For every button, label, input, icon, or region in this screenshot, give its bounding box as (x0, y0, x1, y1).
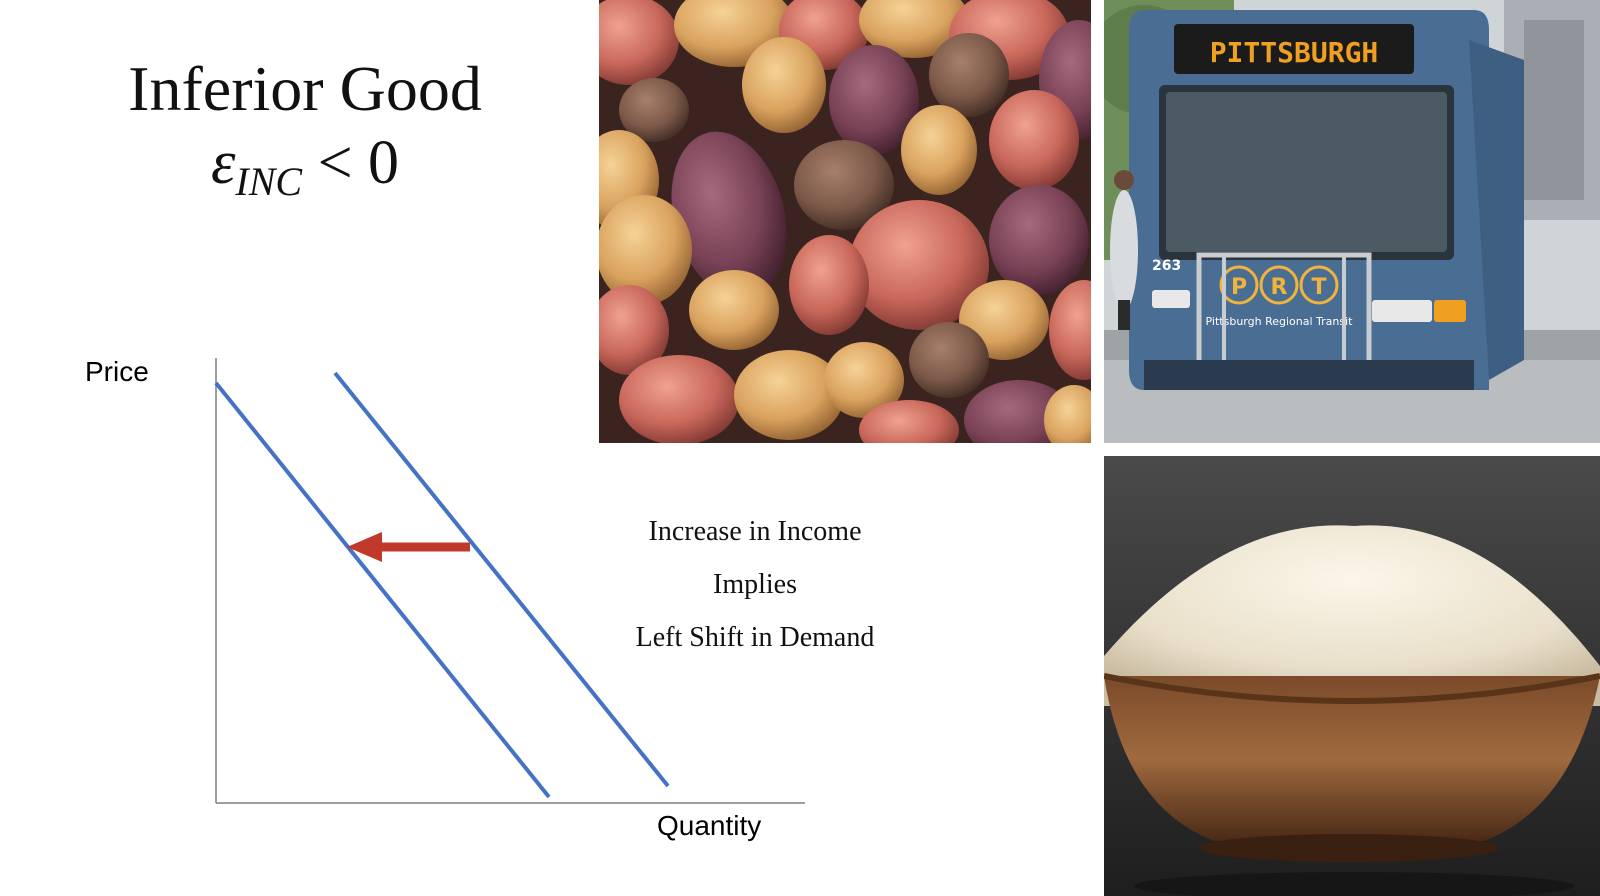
bus-photo: PITTSBURGH P R T Pittsburgh Regional Tra… (1104, 0, 1600, 443)
bus-destination-sign: PITTSBURGH (1210, 36, 1379, 69)
potatoes-image (599, 0, 1091, 443)
bus-operator-text: Pittsburgh Regional Transit (1206, 315, 1354, 328)
y-axis-label: Price (85, 356, 149, 387)
caption-line-1: Increase in Income (648, 516, 862, 547)
original-demand-curve (333, 371, 670, 788)
bus-logo-letter-1: P (1231, 275, 1247, 300)
caption-line-2: Implies (713, 569, 797, 600)
shift-caption: Increase in Income Implies Left Shift in… (600, 515, 910, 674)
title-text: Inferior Good (128, 53, 482, 124)
slide-title: Inferior Good εINC < 0 (60, 52, 550, 219)
x-axis-label: Quantity (657, 810, 762, 841)
shift-arrow-head (347, 532, 382, 562)
formula-relation: < 0 (302, 129, 400, 197)
potatoes-photo (599, 0, 1091, 443)
bus-logo-letter-3: T (1311, 275, 1326, 300)
bus-image: PITTSBURGH P R T Pittsburgh Regional Tra… (1104, 0, 1600, 443)
rice-photo (1104, 456, 1600, 896)
elasticity-formula: εINC < 0 (60, 126, 550, 219)
caption-line-3: Left Shift in Demand (635, 622, 875, 653)
formula-subscript: INC (235, 159, 303, 204)
rice-image (1104, 456, 1600, 896)
new-demand-curve (214, 381, 551, 799)
bus-fleet-number: 263 (1152, 258, 1181, 274)
epsilon-symbol: ε (210, 129, 236, 197)
bus-logo-letter-2: R (1271, 275, 1288, 300)
